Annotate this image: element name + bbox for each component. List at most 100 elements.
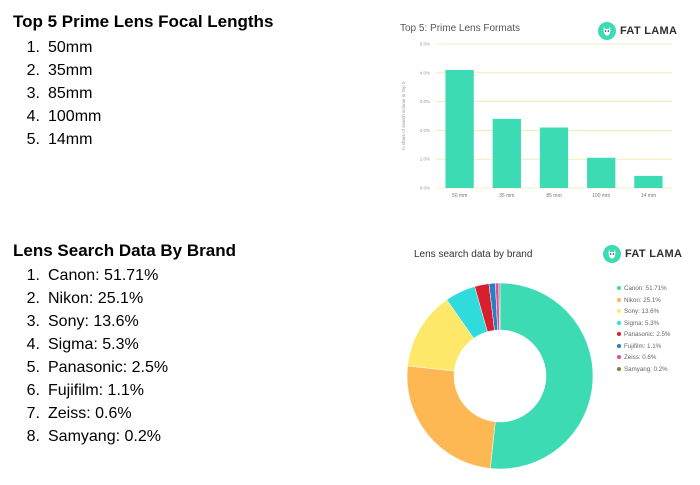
legend-swatch [617,366,621,371]
legend-item: Panasonic: 2.5% [617,329,670,341]
legend-item: Samyang: 0.2% [617,364,670,376]
donut-slice [490,282,594,470]
list-item-text: Samyang: 0.2% [48,428,161,445]
focal-length-list: 1. 50mm 2. 35mm 3. 85mm 4. 100mm 5. 14mm [14,36,273,151]
legend-label: Canon: 51.71% [624,285,667,292]
bar [445,69,474,188]
list-item-number: 2. [26,290,40,307]
legend-item: Canon: 51.71% [617,283,670,295]
y-tick-label: 2.0% [420,128,430,133]
list-item-number: 4. [26,336,40,353]
list-item-text: Fujifilm: 1.1% [48,382,145,399]
list-item: 7. Zeiss: 0.6% [14,402,236,425]
list-item-number: 2. [26,62,40,79]
list-item-text: Sigma: 5.3% [48,336,139,353]
list-item-text: Sony: 13.6% [48,313,139,330]
llama-icon [598,22,616,40]
donut-chart-panel: Lens search data by brand [400,238,690,478]
list-item-text: 50mm [48,39,93,56]
list-item: 1. 50mm [14,36,273,59]
list-item: 5. Panasonic: 2.5% [14,356,236,379]
bar-chart-logo: FAT LAMA [598,22,677,40]
llama-icon [603,245,621,263]
legend-label: Sony: 13.6% [624,308,660,315]
legend-swatch [617,343,621,348]
list-item: 2. Nikon: 25.1% [14,287,236,310]
legend-item: Sigma: 5.3% [617,318,670,330]
legend-swatch [617,320,621,325]
legend-label: Panasonic: 2.5% [624,331,671,338]
bar-chart-title: Top 5: Prime Lens Formats [400,23,520,34]
y-tick-label: 4.0% [420,70,430,75]
list-item-text: Canon: 51.71% [48,267,159,284]
list-item-number: 1. [26,39,40,56]
legend-label: Zeiss: 0.6% [624,354,657,361]
legend-swatch [617,286,621,291]
list-item: 3. 85mm [14,82,273,105]
list-item-text: Panasonic: 2.5% [48,359,169,376]
donut-chart-logo: FAT LAMA [603,245,682,263]
list-item-text: Zeiss: 0.6% [48,405,132,422]
list-item-text: 100mm [48,108,102,125]
bar-chart-panel: Top 5: Prime Lens Formats 0.0% 1.0% 2.0% 3.0… [394,14,684,206]
bar [587,157,616,188]
y-tick-label: 0.0% [420,186,430,191]
list-item: 4. Sigma: 5.3% [14,333,236,356]
brand-section: Lens Search Data By Brand 1. Canon: 51.71… [13,241,236,448]
x-tick-label: 35 mm [499,193,514,199]
list-item-text: Nikon: 25.1% [48,290,144,307]
donut-slice [498,282,501,331]
list-item: 5. 14mm [14,128,273,151]
x-tick-label: 85 mm [546,193,561,199]
list-item-number: 8. [26,428,40,445]
legend-item: Zeiss: 0.6% [617,352,670,364]
list-item-number: 3. [26,85,40,102]
legend-swatch [617,297,621,302]
legend-item: Fujifilm: 1.1% [617,341,670,353]
y-tick-label: 1.0% [420,157,430,162]
list-item: 1. Canon: 51.71% [14,264,236,287]
y-axis-label: % share of search volume in Top 5 [401,81,406,150]
y-tick-label: 5.0% [420,42,430,47]
list-item: 8. Samyang: 0.2% [14,425,236,448]
legend-item: Nikon: 25.1% [617,295,670,307]
legend-swatch [617,355,621,360]
x-tick-label: 50 mm [452,193,467,199]
list-item-number: 4. [26,108,40,125]
list-item: 4. 100mm [14,105,273,128]
brand-list-title: Lens Search Data By Brand [13,241,236,260]
legend-swatch [617,332,621,337]
brand-list: 1. Canon: 51.71% 2. Nikon: 25.1% 3. Sony: 13.… [14,264,236,448]
donut-legend: Canon: 51.71% Nikon: 25.1% Sony: 13.6% Sigm… [617,283,670,375]
focal-length-section: Top 5 Prime Lens Focal Lengths 1. 50mm 2. 3… [13,12,273,151]
legend-label: Samyang: 0.2% [624,365,668,373]
list-item-number: 1. [26,267,40,284]
list-item-number: 6. [26,382,40,399]
logo-text: FAT LAMA [620,25,678,37]
list-item: 3. Sony: 13.6% [14,310,236,333]
list-item-number: 5. [26,359,40,376]
list-item-text: 85mm [48,85,93,102]
legend-label: Nikon: 25.1% [624,296,661,304]
bar [634,175,663,188]
bar [539,127,569,188]
donut-chart: Lens search data by brand [406,249,594,470]
legend-item: Sony: 13.6% [617,306,670,318]
focal-list-title: Top 5 Prime Lens Focal Lengths [13,12,274,31]
x-tick-label: 100 mm [592,193,610,199]
donut-slice [406,365,496,469]
list-item-text: 14mm [48,131,93,148]
legend-label: Sigma: 5.3% [624,319,660,327]
x-tick-label: 14 mm [641,193,656,199]
logo-text: FAT LAMA [625,248,683,260]
list-item: 2. 35mm [14,59,273,82]
legend-swatch [617,309,621,314]
list-item-text: 35mm [48,62,93,79]
y-tick-label: 3.0% [420,99,430,104]
bar-chart: Top 5: Prime Lens Formats 0.0% 1.0% 2.0% 3.0… [400,23,672,199]
legend-label: Fujifilm: 1.1% [624,342,662,350]
list-item-number: 3. [26,313,40,330]
list-item-number: 5. [26,131,40,148]
donut-chart-title: Lens search data by brand [414,249,532,260]
list-item-number: 7. [26,405,40,422]
